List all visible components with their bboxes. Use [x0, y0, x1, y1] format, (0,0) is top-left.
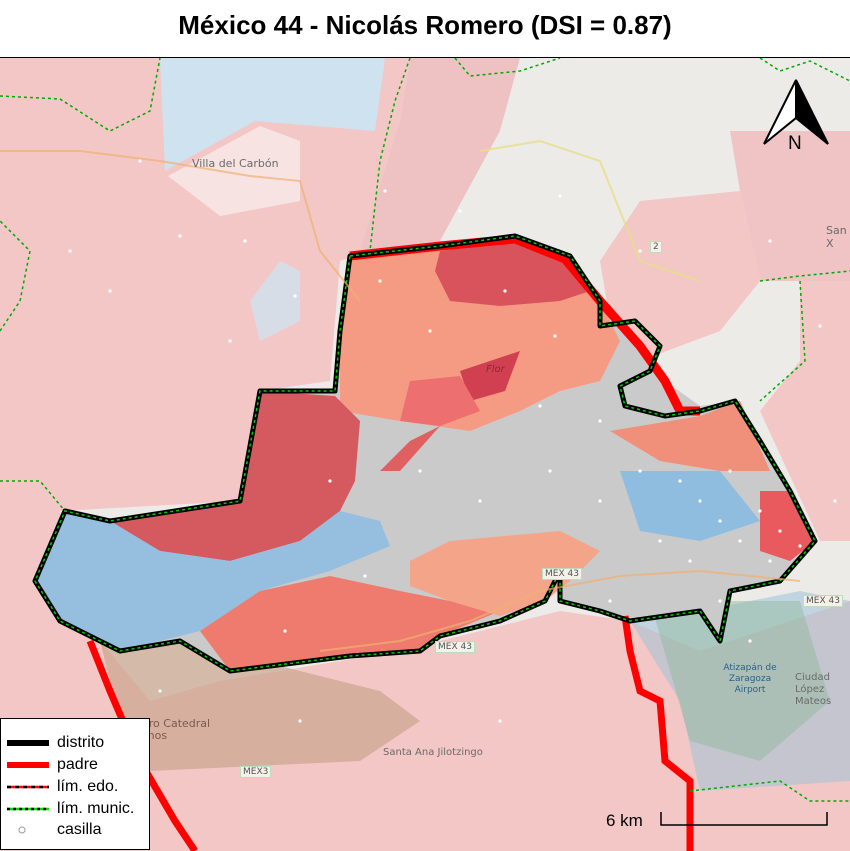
place-label-atizapan: Atizapán de Zaragoza Airport — [723, 663, 777, 695]
municipal-line-e2 — [759, 280, 806, 402]
north-arrow-icon — [763, 79, 829, 145]
area-northeast-grey — [440, 58, 760, 261]
municipal-line-n — [369, 58, 411, 252]
place-label-villa-carbon: Villa del Carbón — [192, 157, 279, 170]
legend-item-lim-munic: lím. munic. — [7, 799, 134, 819]
legend-label-lim-munic: lím. munic. — [57, 800, 135, 817]
legend-label-distrito: distrito — [57, 734, 105, 751]
area-villa-town — [168, 126, 300, 216]
place-label-flor: Flor — [486, 364, 505, 375]
municipal-line-w — [0, 480, 66, 512]
map-canvas[interactable]: Villa del Carbón Flor San X Cerro Catedr… — [0, 57, 850, 851]
area-north — [360, 58, 520, 251]
legend-swatch-lim-edo — [7, 785, 49, 789]
legend-label-lim-edo: lím. edo. — [57, 778, 119, 795]
area-cathedral-brown — [100, 641, 420, 771]
road-label-mex43-b: MEX 43 — [435, 641, 475, 653]
area-far-east — [730, 131, 850, 281]
municipal-line-w2 — [0, 220, 31, 332]
road-north — [479, 139, 701, 282]
municipal-line-top — [454, 58, 561, 77]
district-municipal-overlay — [34, 235, 816, 672]
municipal-line-e — [759, 270, 850, 282]
area-green-park — [650, 601, 830, 761]
parent-outline-south — [621, 615, 694, 851]
place-label-ciudad-lopez: Ciudad López Mateos — [795, 672, 832, 707]
casilla-points — [68, 159, 837, 723]
legend-swatch-distrito — [7, 740, 49, 746]
road-label-mex3: MEX3 — [240, 766, 272, 778]
section-west-blue — [35, 511, 390, 651]
legend-swatch-lim-munic — [7, 807, 49, 811]
area-atizapan-blue — [630, 591, 850, 791]
legend-item-distrito: distrito — [7, 733, 104, 753]
area-lake-blue — [160, 58, 385, 171]
legend-item-padre: padre — [7, 755, 98, 775]
legend-swatch-padre — [7, 762, 49, 768]
legend-label-padre: padre — [57, 756, 98, 773]
area-small-lake — [250, 261, 300, 341]
legend-item-casilla: casilla — [7, 820, 101, 840]
map-title: México 44 - Nicolás Romero (DSI = 0.87) — [178, 10, 672, 40]
legend-swatch-casilla — [18, 826, 26, 834]
section-flor-mid — [400, 376, 480, 426]
municipal-line-nw — [0, 58, 161, 132]
area-east-pink — [600, 191, 760, 361]
legend-label-casilla: casilla — [57, 821, 102, 838]
road-label-shield-2: 2 — [650, 241, 662, 253]
road-mex43 — [319, 569, 801, 652]
section-strip — [380, 426, 440, 471]
place-label-santa-ana: Santa Ana Jilotzingo — [383, 747, 483, 758]
section-east-high — [760, 491, 815, 561]
road-west — [0, 150, 361, 302]
road-label-mex-right: MEX 43 — [803, 595, 843, 607]
scale-label: 6 km — [606, 811, 643, 830]
section-flor-high — [460, 351, 520, 401]
north-label: N — [788, 133, 802, 154]
section-south-mid — [410, 531, 600, 616]
legend-item-lim-edo: lím. edo. — [7, 777, 118, 797]
area-northwest — [0, 58, 410, 601]
map-legend: distrito padre lím. edo. lím. munic. cas… — [0, 718, 150, 850]
scale-bar — [660, 812, 828, 826]
municipal-line-se — [689, 780, 850, 802]
place-label-sanx: San X — [826, 224, 847, 250]
section-east-blue — [620, 471, 760, 541]
road-label-mex43-a: MEX 43 — [542, 568, 582, 580]
section-east-mid — [610, 401, 770, 471]
area-east-lower — [760, 281, 850, 541]
section-west-high — [110, 391, 360, 561]
